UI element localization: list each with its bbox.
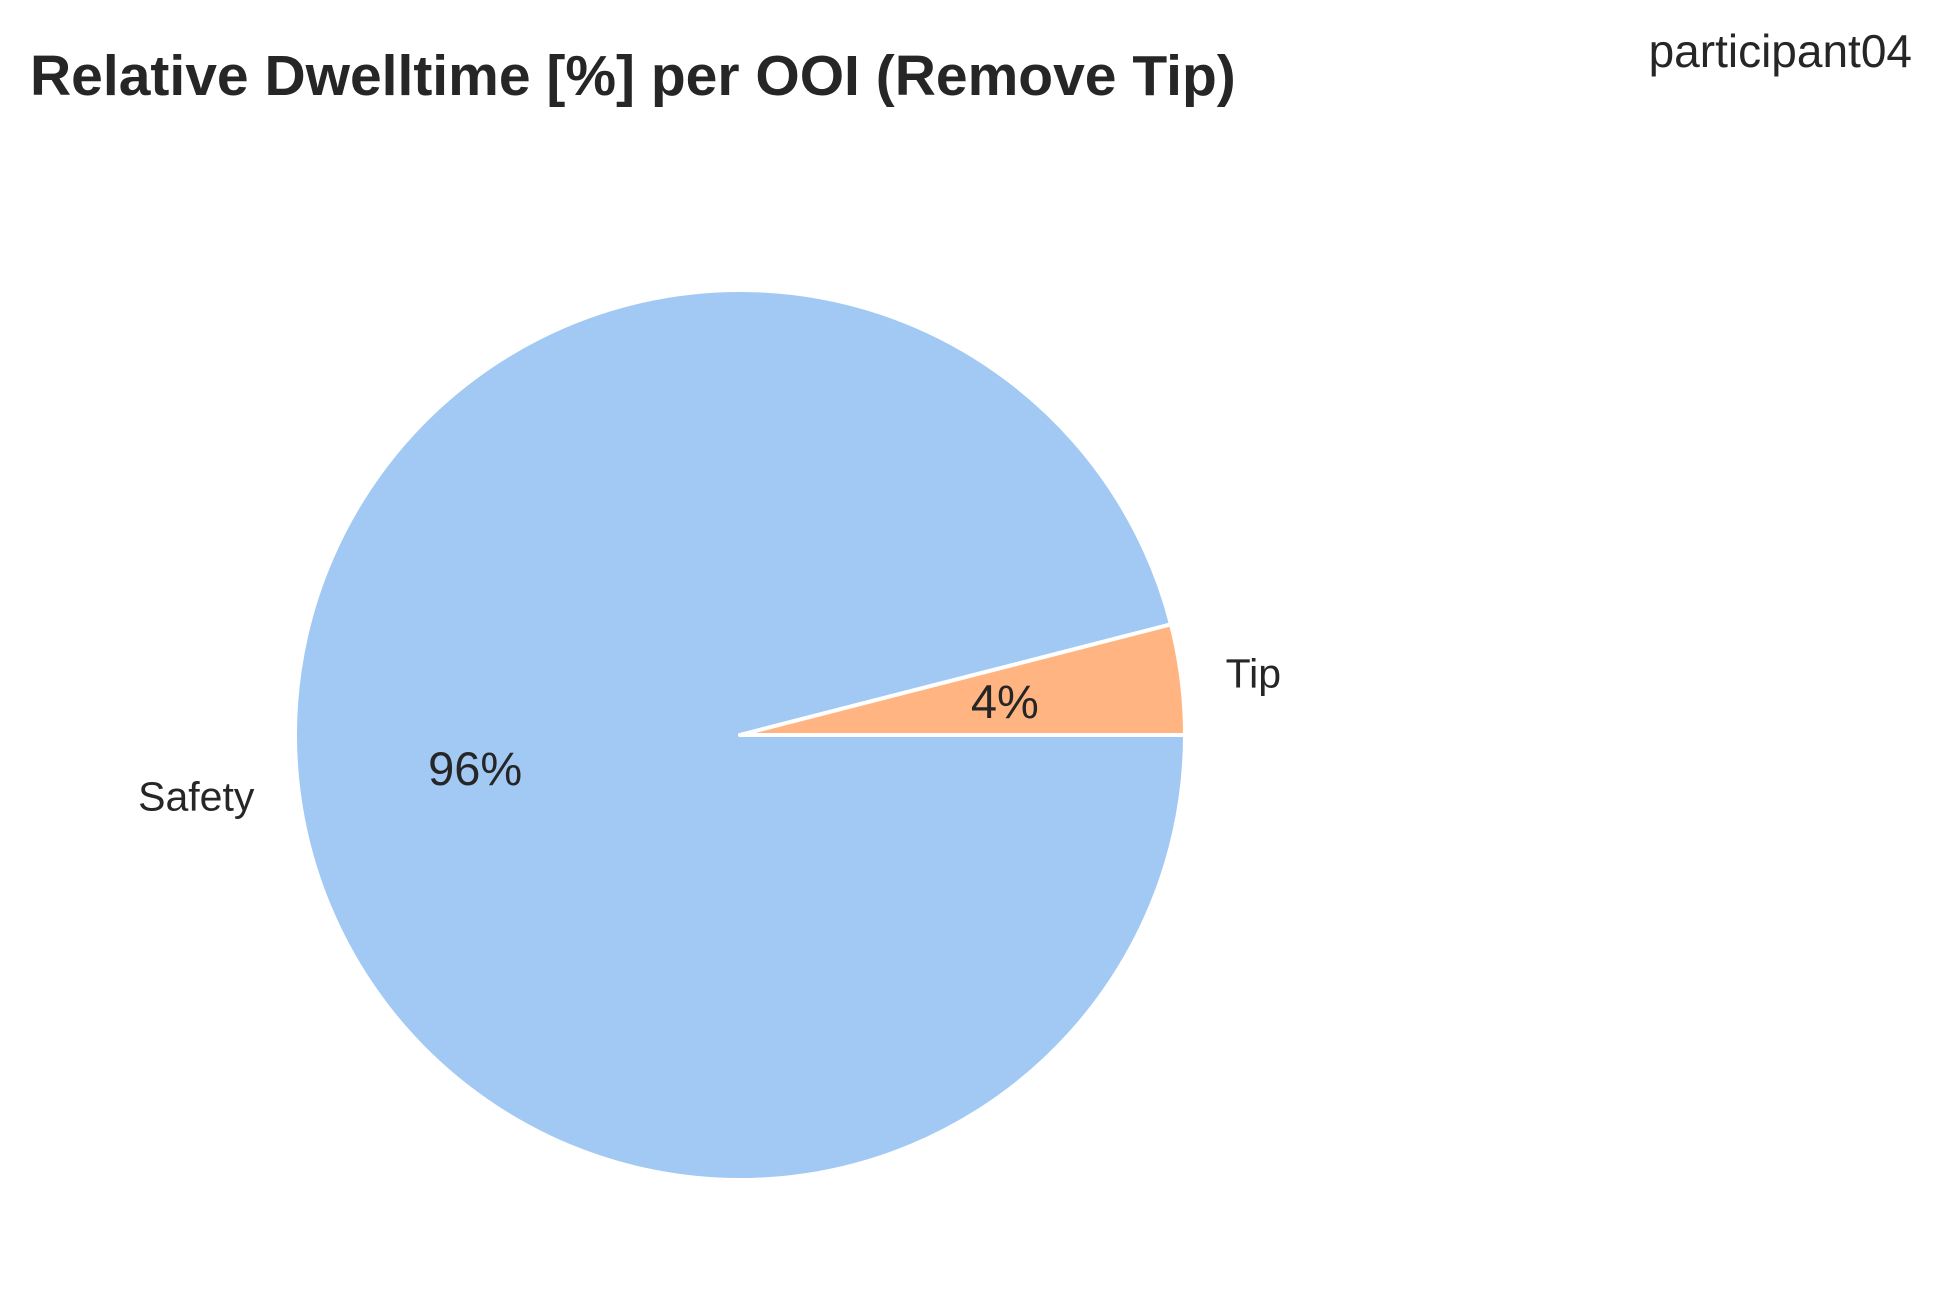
pie-slices: [293, 288, 1187, 1182]
slice-value-tip: 4%: [971, 675, 1039, 728]
chart-subtitle: participant04: [1649, 25, 1912, 77]
pie-labels: Safety 96% Tip 4%: [138, 651, 1281, 820]
slice-label-tip: Tip: [1226, 651, 1281, 697]
pie-slice-tip: [738, 622, 1187, 737]
chart-title: Relative Dwelltime [%] per OOI (Remove T…: [30, 44, 1236, 108]
slice-label-safety: Safety: [138, 773, 255, 819]
slice-value-safety: 96%: [428, 742, 522, 795]
